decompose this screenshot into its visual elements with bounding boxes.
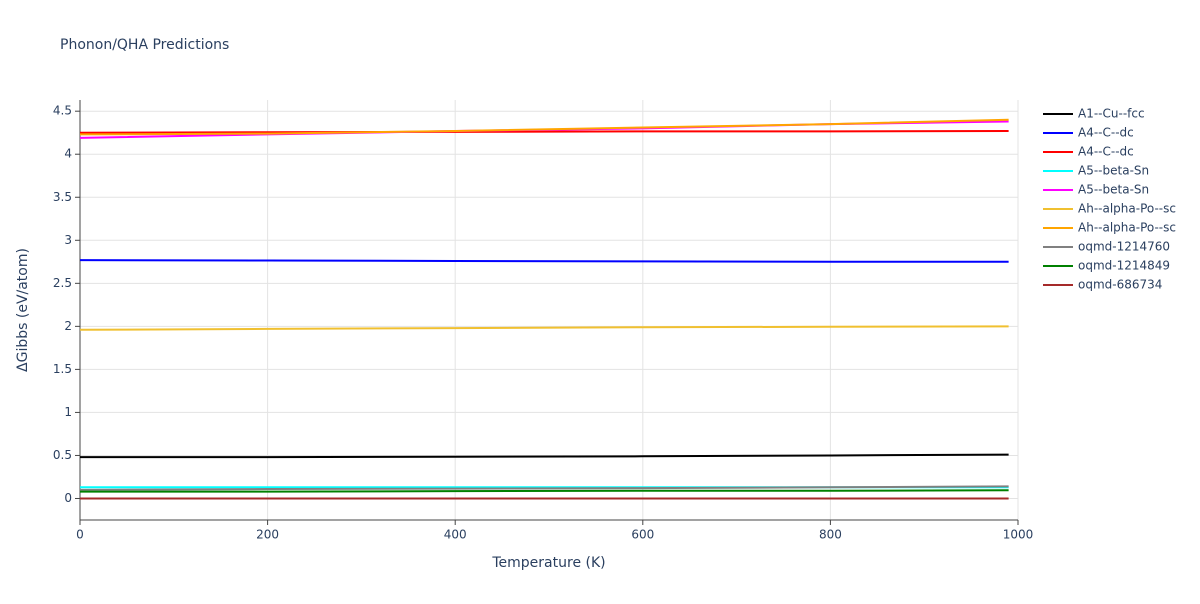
y-tick-label: 2 (64, 319, 72, 333)
legend-label: oqmd-1214849 (1078, 259, 1170, 273)
legend-label: A4--C--dc (1078, 145, 1134, 159)
series-line (80, 489, 1009, 493)
legend-label: A5--beta-Sn (1078, 164, 1149, 178)
legend-label: A4--C--dc (1078, 126, 1134, 140)
y-tick-label: 1 (64, 405, 72, 419)
y-tick-label: 4 (64, 147, 72, 161)
series-line (79, 325, 1009, 331)
x-tick-label: 1000 (1003, 528, 1034, 542)
legend-label: A5--beta-Sn (1078, 183, 1149, 197)
x-tick-label: 0 (76, 528, 84, 542)
legend-label: Ah--alpha-Po--sc (1078, 221, 1176, 235)
x-tick-label: 200 (256, 528, 279, 542)
legend-label: oqmd-686734 (1078, 278, 1162, 292)
series-line (79, 259, 1009, 263)
x-axis-label: Temperature (K) (491, 555, 605, 571)
series-line (80, 453, 1009, 459)
y-axis-label: ΔGibbs (eV/atom) (15, 248, 31, 372)
x-tick-label: 600 (631, 528, 654, 542)
x-tick-label: 400 (444, 528, 467, 542)
series-line (79, 485, 1009, 491)
chart-title: Phonon/QHA Predictions (60, 37, 229, 53)
y-tick-label: 3.5 (53, 190, 72, 204)
y-tick-label: 2.5 (53, 276, 72, 290)
y-tick-label: 0.5 (53, 448, 72, 462)
x-tick-label: 800 (819, 528, 842, 542)
legend-label: Ah--alpha-Po--sc (1078, 202, 1176, 216)
series-line (79, 118, 1009, 136)
y-tick-label: 4.5 (53, 104, 72, 118)
y-tick-label: 3 (64, 233, 72, 247)
legend-label: A1--Cu--fcc (1078, 107, 1145, 121)
y-tick-label: 0 (64, 491, 72, 505)
legend-label: oqmd-1214760 (1078, 240, 1170, 254)
series-line (79, 129, 1009, 134)
y-tick-label: 1.5 (53, 362, 72, 376)
